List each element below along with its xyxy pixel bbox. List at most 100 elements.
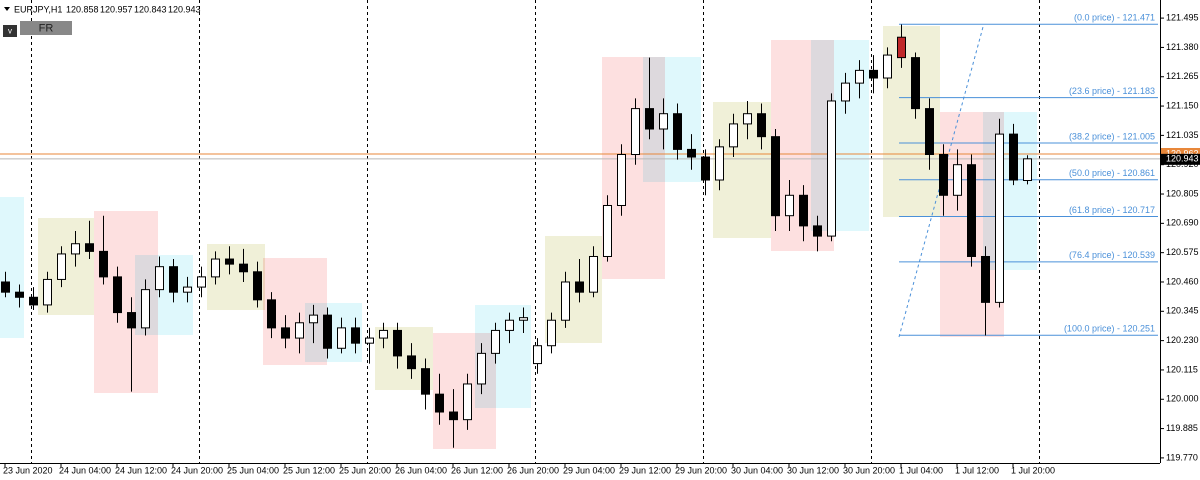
candle-body-bear — [323, 314, 332, 349]
dropdown-arrow[interactable] — [4, 7, 10, 11]
candle-body-bear — [253, 271, 262, 301]
y-tick-label: 121.150 — [1166, 100, 1199, 110]
x-tick-label: 25 Jun 04:00 — [227, 465, 279, 475]
candle-body-bull — [505, 319, 514, 331]
x-tick-label: 1 Jul 04:00 — [899, 465, 943, 475]
menu-icon[interactable]: v — [8, 27, 12, 36]
fr-button-label[interactable]: FR — [39, 22, 54, 34]
y-tick-label: 120.805 — [1166, 188, 1199, 198]
candle-body-bear — [687, 148, 696, 158]
candle-body-bull — [547, 319, 556, 347]
fib-label: (61.8 price) - 120.717 — [1069, 205, 1155, 215]
candle-body-bull — [533, 345, 542, 365]
fr-button[interactable] — [20, 21, 72, 35]
x-tick-label: 29 Jun 04:00 — [563, 465, 615, 475]
candle-body-bull — [197, 276, 206, 288]
candle-body-bear — [757, 113, 766, 138]
candle-body-bear — [799, 194, 808, 227]
x-tick-label: 25 Jun 12:00 — [283, 465, 335, 475]
candle-body-bear — [939, 154, 948, 196]
candle-body-bear — [99, 250, 108, 278]
axes: 121.495 121.380 121.265 121.150 121.035 120.9… — [3, 12, 1200, 475]
menu-icon-box[interactable] — [3, 25, 17, 37]
x-tick-label: 24 Jun 04:00 — [59, 465, 111, 475]
candle-body-bear — [897, 36, 906, 59]
candle-body-bear — [225, 258, 234, 265]
candle-body-bear — [673, 113, 682, 150]
y-tick-label: 119.885 — [1166, 423, 1198, 433]
y-tick-label: 121.380 — [1166, 42, 1199, 52]
close-value: 120.943 — [168, 4, 201, 14]
candle-body-bull — [295, 322, 304, 339]
x-tick-label: 1 Jul 12:00 — [955, 465, 999, 475]
candle-body-bull — [659, 113, 668, 130]
candle-body-bear — [29, 296, 38, 306]
candle-body-bear — [449, 411, 458, 421]
candle-body-bull — [309, 314, 318, 324]
candle-body-bull — [365, 337, 374, 344]
y-tick-label: 120.345 — [1166, 306, 1199, 316]
candle-body-bull — [953, 164, 962, 196]
x-tick-label: 1 Jul 20:00 — [1011, 465, 1055, 475]
candle-body-bull — [337, 327, 346, 349]
candle-body-bear — [813, 225, 822, 237]
bid-label: 120.943 — [1166, 154, 1199, 164]
x-tick-label: 25 Jun 20:00 — [339, 465, 391, 475]
fib-label: (50.0 price) - 120.861 — [1069, 168, 1155, 178]
candle-body-bull — [43, 278, 52, 306]
session-box — [811, 40, 869, 231]
candle-body-bull — [603, 204, 612, 257]
y-tick-label: 119.770 — [1166, 452, 1198, 462]
candle-body-bear — [15, 291, 24, 298]
candle-body-bear — [113, 276, 122, 314]
x-tick-label: 26 Jun 20:00 — [507, 465, 559, 475]
candle-body-bear — [645, 108, 654, 130]
candle-body-bear — [85, 243, 94, 252]
candle-body-bear — [281, 327, 290, 339]
candle-body-bull — [743, 113, 752, 125]
x-tick-label: 30 Jun 04:00 — [731, 465, 783, 475]
candle-body-bull — [589, 255, 598, 293]
fib-label: (38.2 price) - 121.005 — [1069, 131, 1155, 141]
y-tick-label: 121.265 — [1166, 71, 1199, 81]
y-tick-label: 120.460 — [1166, 276, 1199, 286]
x-tick-label: 26 Jun 12:00 — [451, 465, 503, 475]
candle-body-bear — [575, 281, 584, 293]
candle-body-bull — [827, 100, 836, 237]
y-tick-label: 120.115 — [1166, 364, 1198, 374]
candle-body-bull — [631, 108, 640, 156]
candle-body-bull — [155, 266, 164, 291]
session-box — [0, 197, 24, 338]
bid-label-box — [1161, 153, 1200, 165]
candle-body-bear — [169, 266, 178, 293]
candle-body-bull — [463, 383, 472, 421]
x-tick-label: 29 Jun 12:00 — [619, 465, 671, 475]
high-value: 120.957 — [100, 4, 133, 14]
candle-body-bear — [351, 327, 360, 344]
candle-body-bull — [491, 329, 500, 354]
x-tick-label: 26 Jun 04:00 — [395, 465, 447, 475]
candle-body-bull — [855, 69, 864, 84]
candle-body-bull — [617, 154, 626, 206]
price-axis-bg — [1160, 0, 1200, 480]
y-tick-label: 120.000 — [1166, 394, 1199, 404]
x-tick-label: 23 Jun 2020 — [3, 465, 53, 475]
ask-label-box — [1161, 147, 1200, 159]
candle-body-bull — [141, 289, 150, 329]
y-tick-label: 121.035 — [1166, 130, 1199, 140]
candle-body-bear — [127, 312, 136, 329]
low-value: 120.843 — [134, 4, 167, 14]
candles — [1, 24, 1032, 448]
candle-body-bear — [407, 355, 416, 370]
candle-body-bull — [715, 146, 724, 181]
symbol: EURJPY,H1 — [14, 4, 62, 14]
candle-body-bull — [1023, 158, 1032, 182]
candle-body-bear — [1009, 133, 1018, 181]
open-value: 120.858 — [66, 4, 99, 14]
candle-body-bull — [211, 258, 220, 278]
x-tick-label: 30 Jun 20:00 — [843, 465, 895, 475]
candle-body-bull — [785, 194, 794, 217]
fibonacci: (0.0 price) - 121.471 (23.6 price) - 121.… — [899, 13, 1158, 336]
x-tick-label: 29 Jun 20:00 — [675, 465, 727, 475]
fib-label: (0.0 price) - 121.471 — [1074, 13, 1155, 23]
